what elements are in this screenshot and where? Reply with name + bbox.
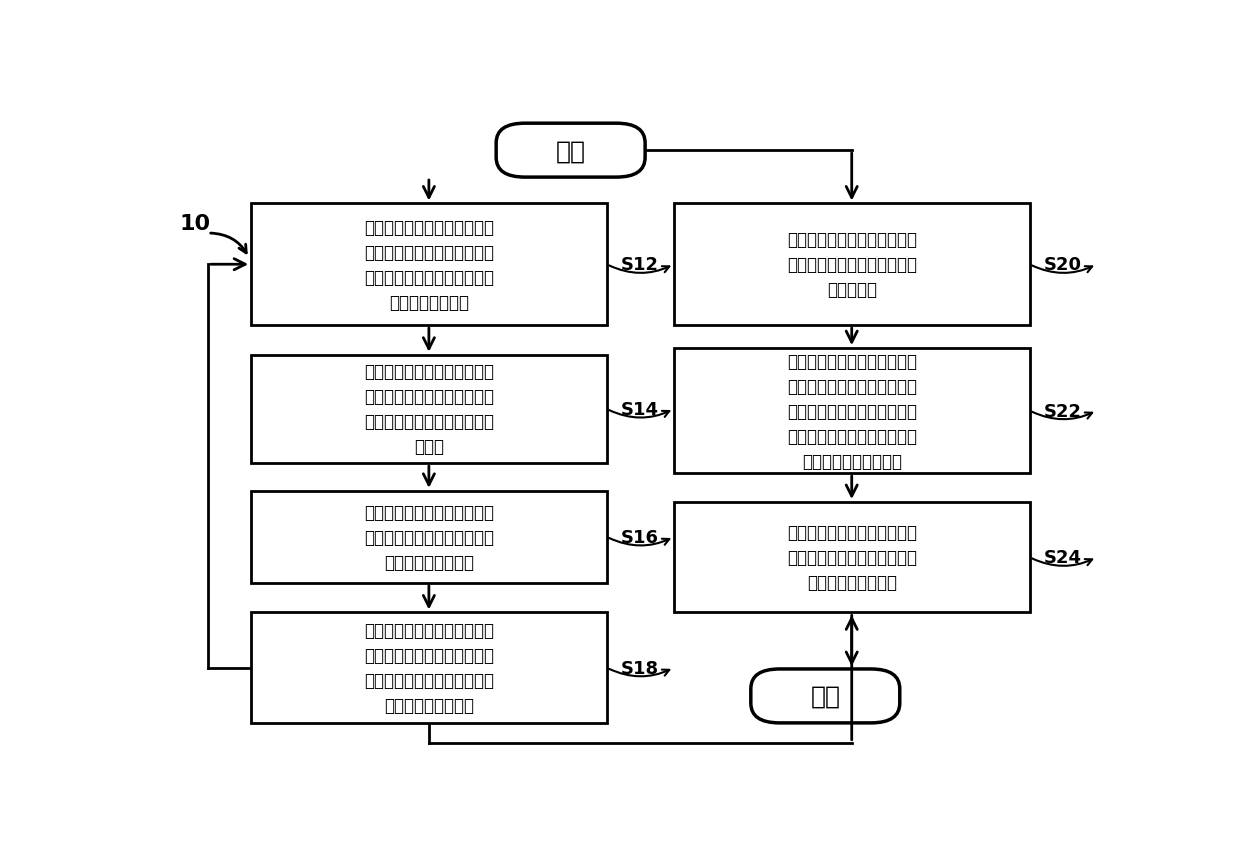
Text: 在该第二像素点集合中确定相
似度参考值最高的像素点作为
目标像素点: 在该第二像素点集合中确定相 似度参考值最高的像素点作为 目标像素点 [786, 231, 916, 299]
Text: 获取该第二图像中行序等于该
第一行序列值的所有像素点作
为的第二像素点集合: 获取该第二图像中行序等于该 第一行序列值的所有像素点作 为的第二像素点集合 [786, 524, 916, 591]
Bar [250, 204, 606, 326]
Bar [250, 612, 606, 723]
Text: 10: 10 [180, 214, 211, 234]
Text: 开始: 开始 [556, 139, 585, 163]
Text: 结束: 结束 [810, 684, 841, 708]
Text: S22: S22 [1044, 402, 1083, 420]
Text: S24: S24 [1044, 548, 1083, 566]
Text: S14: S14 [621, 400, 660, 419]
FancyBboxPatch shape [751, 670, 900, 723]
Bar [675, 349, 1029, 473]
Text: S12: S12 [621, 256, 660, 274]
Bar [675, 204, 1029, 326]
Text: 获取第一成像设备和第二成像
设备在目标对象的同一水平的
左右两侧采集该目标对象的第
一图像和第二图像: 获取第一成像设备和第二成像 设备在目标对象的同一水平的 左右两侧采集该目标对象的… [363, 218, 494, 311]
Text: 遍历该第二像素点集合中的像
素点，对于遍历到的像素点，
确定该像素点与该第一像素点
之间的相似度参考值: 遍历该第二像素点集合中的像 素点，对于遍历到的像素点， 确定该像素点与该第一像素… [363, 622, 494, 714]
Text: S20: S20 [1044, 256, 1083, 274]
Bar [675, 502, 1029, 612]
Text: S16: S16 [621, 528, 660, 546]
Bar [250, 355, 606, 463]
Bar [250, 491, 606, 583]
Text: 获取该第二图像中行序等于该
第一行序列值的所有像素点作
为的第二像素点集合: 获取该第二图像中行序等于该 第一行序列值的所有像素点作 为的第二像素点集合 [363, 503, 494, 572]
Text: S18: S18 [621, 659, 660, 677]
FancyBboxPatch shape [496, 124, 645, 178]
Text: 确定目标像素点在该第二图像
中的第二列序列值，根据该第
一列序列值和该第二列序列值
计算该第一像素点和该目标像
素点之间的像素位置差: 确定目标像素点在该第二图像 中的第二列序列值，根据该第 一列序列值和该第二列序列… [786, 352, 916, 470]
Text: 确定第一图像中的第一像素点
，获取该第一像素点在第一图
像中的第一行序列值和第一列
序列值: 确定第一图像中的第一像素点 ，获取该第一像素点在第一图 像中的第一行序列值和第一… [363, 363, 494, 456]
